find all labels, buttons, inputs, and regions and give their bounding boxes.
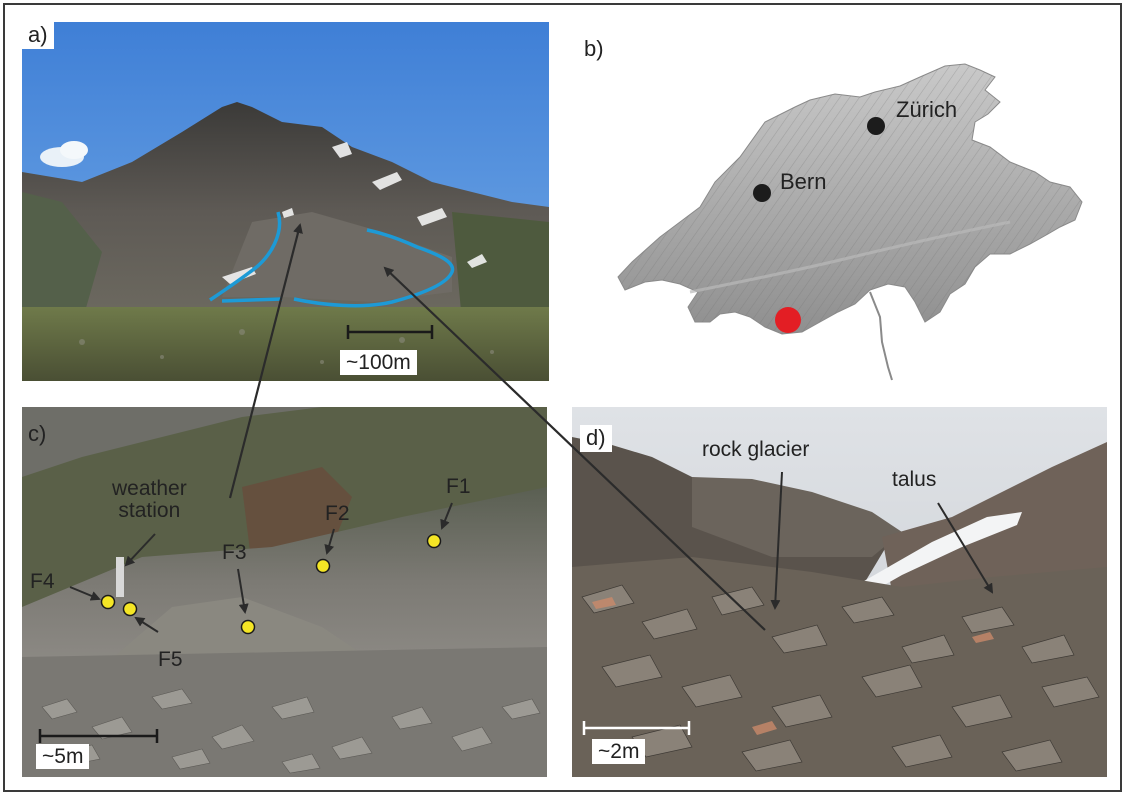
scale-label-c: ~5m: [36, 744, 90, 770]
label-f1: F1: [446, 475, 471, 498]
label-f4: F4: [30, 570, 55, 593]
panel-a-photo: a) ~100m: [22, 22, 549, 381]
panel-d-photo: d) rock glacier talus ~2m: [572, 407, 1107, 777]
label-talus: talus: [892, 468, 937, 491]
panel-a-label: a): [22, 22, 54, 49]
panel-d-label: d): [580, 425, 612, 452]
panel-b-label: b): [578, 36, 610, 63]
bern-marker: [753, 184, 771, 202]
city-label-zurich: Zürich: [896, 97, 958, 122]
scale-label-a: ~100m: [340, 350, 417, 376]
label-f5: F5: [158, 648, 183, 671]
label-rock-glacier: rock glacier: [702, 438, 810, 461]
label-f2: F2: [325, 502, 350, 525]
rock-glacier-photo: [572, 407, 1107, 777]
scale-label-d: ~2m: [592, 739, 646, 765]
study-site-marker: [775, 307, 801, 333]
switzerland-relief-map: [617, 63, 1083, 381]
weather-station-mast: [116, 557, 124, 597]
label-weather-station: weather station: [112, 477, 187, 523]
zurich-marker: [867, 117, 885, 135]
talus-slope-photo: [22, 407, 547, 777]
mountain-photo: [22, 22, 549, 381]
panel-c-label: c): [28, 421, 47, 446]
label-f3: F3: [222, 541, 247, 564]
panel-b-map: b) Zürich Bern: [570, 22, 1105, 387]
panel-c-photo: c) ~5m: [22, 407, 547, 777]
city-label-bern: Bern: [780, 169, 827, 194]
